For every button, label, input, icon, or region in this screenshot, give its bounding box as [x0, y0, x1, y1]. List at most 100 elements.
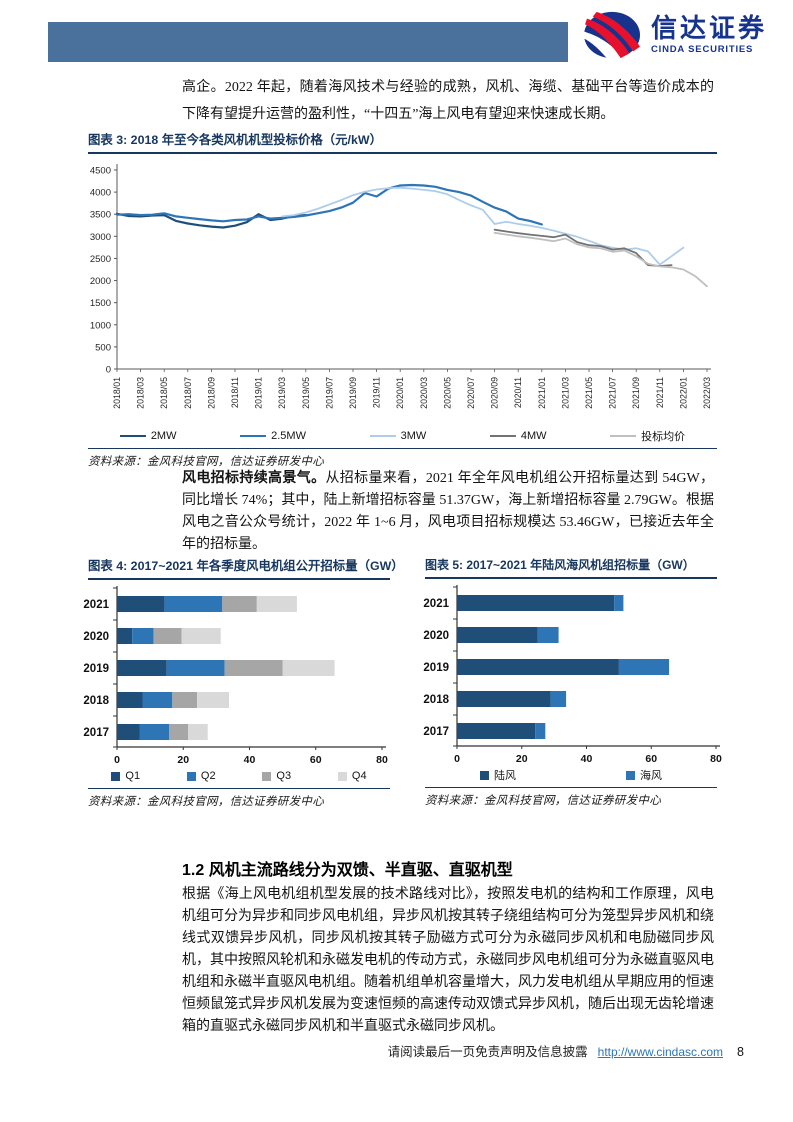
- legend-swatch: [337, 771, 347, 781]
- bar-segment-Q2: [132, 628, 154, 644]
- bar-segment-Q1: [117, 724, 140, 740]
- x-tick-label: 2018/09: [206, 377, 216, 409]
- x-tick-label: 2022/03: [702, 377, 712, 409]
- legend-label: Q3: [276, 770, 292, 782]
- legend-swatch: [111, 771, 121, 781]
- figure-5-legend: 陆风 海风: [425, 767, 717, 783]
- x-tick-label: 2021/09: [631, 377, 641, 409]
- x-tick-label: 40: [581, 753, 593, 765]
- figure-3-legend: 2MW 2.5MW 3MW 4MW 投标均价: [88, 428, 717, 444]
- legend-swatch: [240, 434, 267, 438]
- y-tick-label: 1500: [90, 298, 111, 309]
- x-tick-label: 2021/05: [584, 377, 594, 409]
- figure-3-line-chart: 0 500 1000 1500 2000 2500 3000 3500 4000 4500 2018…: [90, 164, 712, 409]
- legend-label: 2MW: [150, 430, 177, 442]
- x-tick-label: 2020/05: [442, 377, 452, 409]
- x-tick-label: 2020/09: [490, 377, 500, 409]
- legend-item-2.5MW: 2.5MW: [240, 430, 306, 442]
- bar-segment-陆风: [457, 691, 551, 707]
- legend-swatch: [369, 434, 396, 438]
- x-tick-label: 2018/01: [112, 377, 122, 409]
- x-tick-label: 60: [645, 753, 657, 765]
- legend-label: Q2: [200, 770, 216, 782]
- x-tick-label: 80: [376, 754, 388, 766]
- x-tick-label: 60: [310, 754, 322, 766]
- header-bar: [48, 22, 568, 62]
- bar-segment-Q2: [142, 692, 173, 708]
- legend-item-Q2: Q2: [186, 770, 216, 782]
- figure-3-caption: 图表 3: 2018 年至今各类风机机型投标价格（元/kW）: [88, 130, 717, 154]
- x-tick-label: 20: [516, 753, 528, 765]
- category-label: 2018: [423, 694, 449, 706]
- figure-5-caption: 图表 5: 2017~2021 年陆风海风机组招标量（GW）: [425, 556, 717, 579]
- bar-segment-Q2: [166, 660, 225, 676]
- x-tick-label: 2018/07: [183, 377, 193, 409]
- x-tick-label: 2019/07: [324, 377, 334, 409]
- legend-item-Q4: Q4: [337, 770, 367, 782]
- x-tick-label: 2021/01: [537, 377, 547, 409]
- category-label: 2021: [83, 599, 109, 611]
- bar-segment-Q3: [153, 628, 182, 644]
- page-footer: 请阅读最后一页免责声明及信息披露 http://www.cindasc.com 8: [0, 1041, 744, 1060]
- figure-4-bar-chart: 2021 2020 2019 2018 2017 0 20 40 60 80: [83, 586, 388, 766]
- legend-label: Q1: [125, 770, 141, 782]
- paragraph-bidding-text: 从招标量来看，2021 年全年风电机组公开招标量达到 54GW，同比增长 74%…: [182, 471, 714, 552]
- legend-label: Q4: [351, 770, 367, 782]
- legend-swatch: [262, 771, 272, 781]
- bar-segment-Q3: [224, 660, 283, 676]
- legend-item-Q3: Q3: [262, 770, 291, 782]
- page-number: 8: [737, 1045, 744, 1059]
- y-tick-label: 3500: [90, 210, 111, 221]
- company-logo: 信达证券 CINDA SECURITIES: [582, 8, 767, 62]
- bar-segment-Q1: [117, 596, 165, 612]
- x-tick-label: 2018/03: [136, 377, 146, 409]
- bar-segment-海风: [537, 627, 559, 643]
- category-label: 2018: [83, 695, 109, 707]
- section-heading: 1.2 风机主流路线分为双馈、半直驱、直驱机型: [182, 862, 513, 879]
- category-label: 2017: [83, 727, 109, 739]
- x-tick-label: 20: [177, 754, 189, 766]
- bar-segment-Q4: [197, 692, 229, 708]
- x-tick-label: 2020/03: [419, 377, 429, 409]
- category-label: 2021: [423, 598, 449, 610]
- legend-swatch: [610, 434, 637, 438]
- y-tick-label: 2500: [90, 254, 111, 265]
- cinda-logo-icon: [582, 11, 640, 62]
- bar-segment-Q1: [117, 692, 143, 708]
- legend-swatch: [480, 770, 489, 780]
- bar-segment-Q2: [139, 724, 170, 740]
- series-line-4MW: [493, 228, 673, 267]
- legend-item-3MW: 3MW: [369, 430, 426, 442]
- bar-segment-海风: [614, 595, 624, 611]
- figure-3: 图表 3: 2018 年至今各类风机机型投标价格（元/kW） 0 500 1000 1…: [88, 130, 717, 469]
- x-tick-label: 2021/03: [560, 377, 570, 409]
- x-tick-label: 2019/11: [372, 377, 382, 408]
- legend-swatch: [119, 434, 146, 438]
- y-tick-label: 1000: [90, 320, 111, 331]
- bar-segment-Q1: [117, 660, 167, 676]
- category-label: 2017: [423, 726, 449, 738]
- figure-5-bar-chart: 2021 2020 2019 2018 2017 0 20 40 60 80: [423, 585, 722, 765]
- y-tick-label: 4500: [90, 166, 111, 177]
- footer-link[interactable]: http://www.cindasc.com: [597, 1045, 724, 1059]
- logo-text: 信达证券 CINDA SECURITIES: [651, 14, 767, 55]
- legend-item-投标均价: 投标均价: [610, 428, 685, 444]
- figure-5: 图表 5: 2017~2021 年陆风海风机组招标量（GW） 2021 2020 2…: [423, 556, 722, 808]
- legend-swatch: [626, 770, 635, 780]
- bar-segment-陆风: [457, 659, 619, 675]
- x-tick-label: 2021/11: [655, 377, 665, 408]
- bar-segment-Q1: [117, 628, 133, 644]
- figure-3-source: 资料来源：金风科技官网，信达证券研发中心: [88, 448, 717, 469]
- x-tick-label: 2020/11: [513, 377, 523, 408]
- legend-item-陆风: 陆风: [480, 767, 516, 783]
- paragraph-bidding: 风电招标持续高景气。从招标量来看，2021 年全年风电机组公开招标量达到 54G…: [182, 468, 714, 556]
- figure-4-legend: Q1 Q2 Q3 Q4: [88, 768, 390, 784]
- legend-item-2MW: 2MW: [119, 430, 177, 442]
- figure-4: 图表 4: 2017~2021 年各季度风电机组公开招标量（GW） 2021 20…: [83, 556, 403, 809]
- category-label: 2019: [423, 662, 449, 674]
- x-tick-label: 2018/11: [230, 377, 240, 408]
- series-line-投标均价: [493, 231, 708, 288]
- bar-segment-Q4: [256, 596, 297, 612]
- category-label: 2019: [83, 663, 109, 675]
